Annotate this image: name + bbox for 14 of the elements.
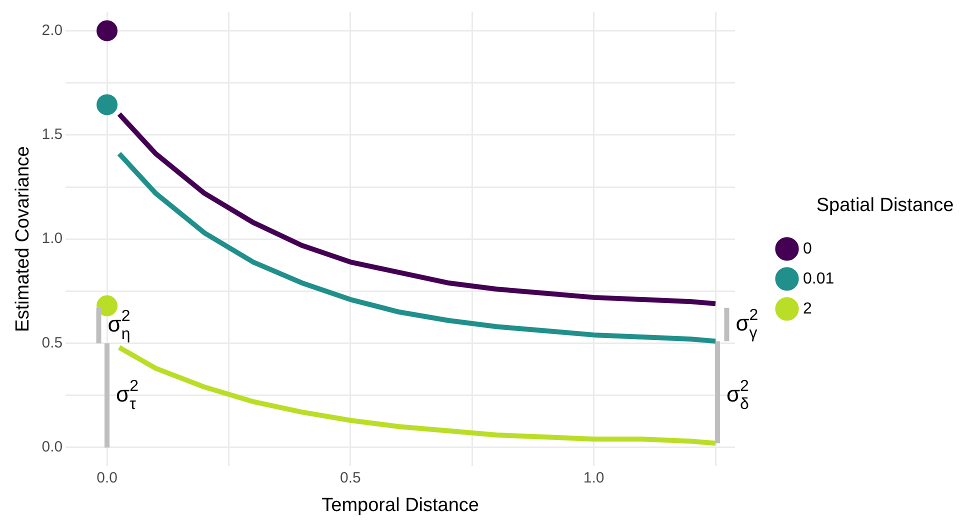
- y-tick-label: 1.5: [42, 126, 63, 144]
- legend-label: 0: [803, 240, 812, 258]
- legend-label: 2: [803, 300, 812, 318]
- x-tick-label: 0.5: [340, 469, 361, 486]
- y-tick-label: 0.0: [42, 438, 63, 456]
- x-axis-title: Temporal Distance: [322, 494, 479, 516]
- x-tick-label: 0.0: [96, 469, 118, 486]
- y-tick-label: 1.0: [42, 230, 63, 248]
- y-tick-label: 2.0: [42, 22, 63, 39]
- y-axis-title: Estimated Covariance: [12, 146, 34, 332]
- y-tick-label: 0.5: [42, 334, 63, 352]
- x-tick-label: 1.0: [583, 469, 604, 486]
- legend-title: Spatial Distance: [816, 194, 954, 216]
- legend-label: 0.01: [803, 270, 834, 288]
